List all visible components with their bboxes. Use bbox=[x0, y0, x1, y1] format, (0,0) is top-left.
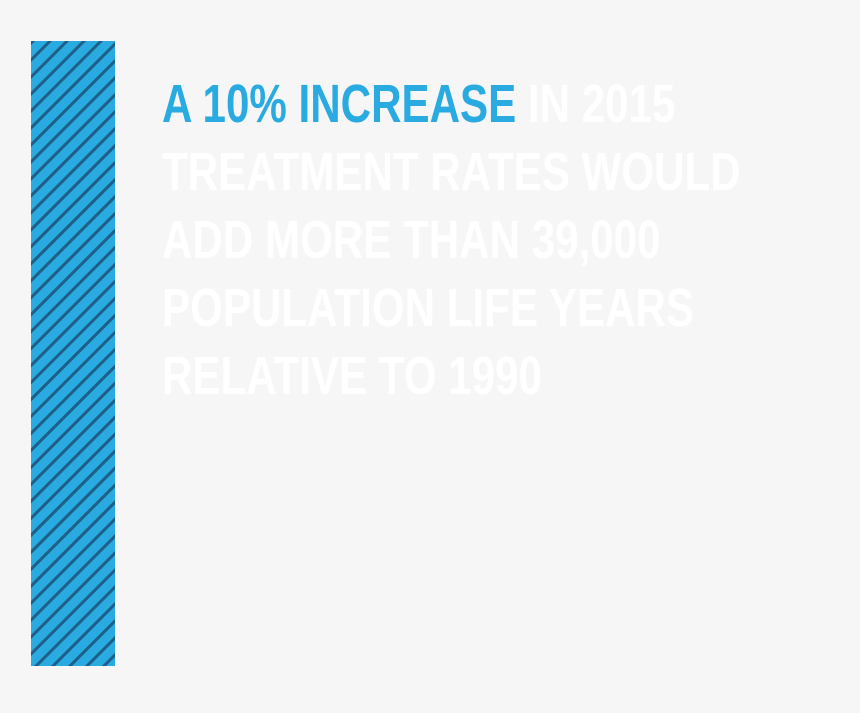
headline-line: RELATIVE TO 1990 bbox=[162, 342, 833, 410]
headline-highlight: A 10% INCREASE bbox=[162, 74, 517, 134]
headline-line: ADD MORE THAN 39,000 bbox=[162, 206, 833, 274]
headline-line: TREATMENT RATES WOULD bbox=[162, 138, 833, 206]
headline-text: POPULATION LIFE YEARS bbox=[162, 278, 695, 338]
headline-text: IN 2015 bbox=[527, 74, 676, 134]
headline-line: A 10% INCREASE IN 2015 bbox=[162, 70, 833, 138]
striped-bar bbox=[31, 41, 115, 666]
headline-line: POPULATION LIFE YEARS bbox=[162, 274, 833, 342]
stripe-fill bbox=[31, 41, 115, 666]
headline-text: RELATIVE TO 1990 bbox=[162, 346, 542, 406]
headline: A 10% INCREASE IN 2015 TREATMENT RATES WO… bbox=[162, 70, 833, 410]
headline-text: TREATMENT RATES WOULD bbox=[162, 142, 741, 202]
headline-text: ADD MORE THAN 39,000 bbox=[162, 210, 661, 270]
